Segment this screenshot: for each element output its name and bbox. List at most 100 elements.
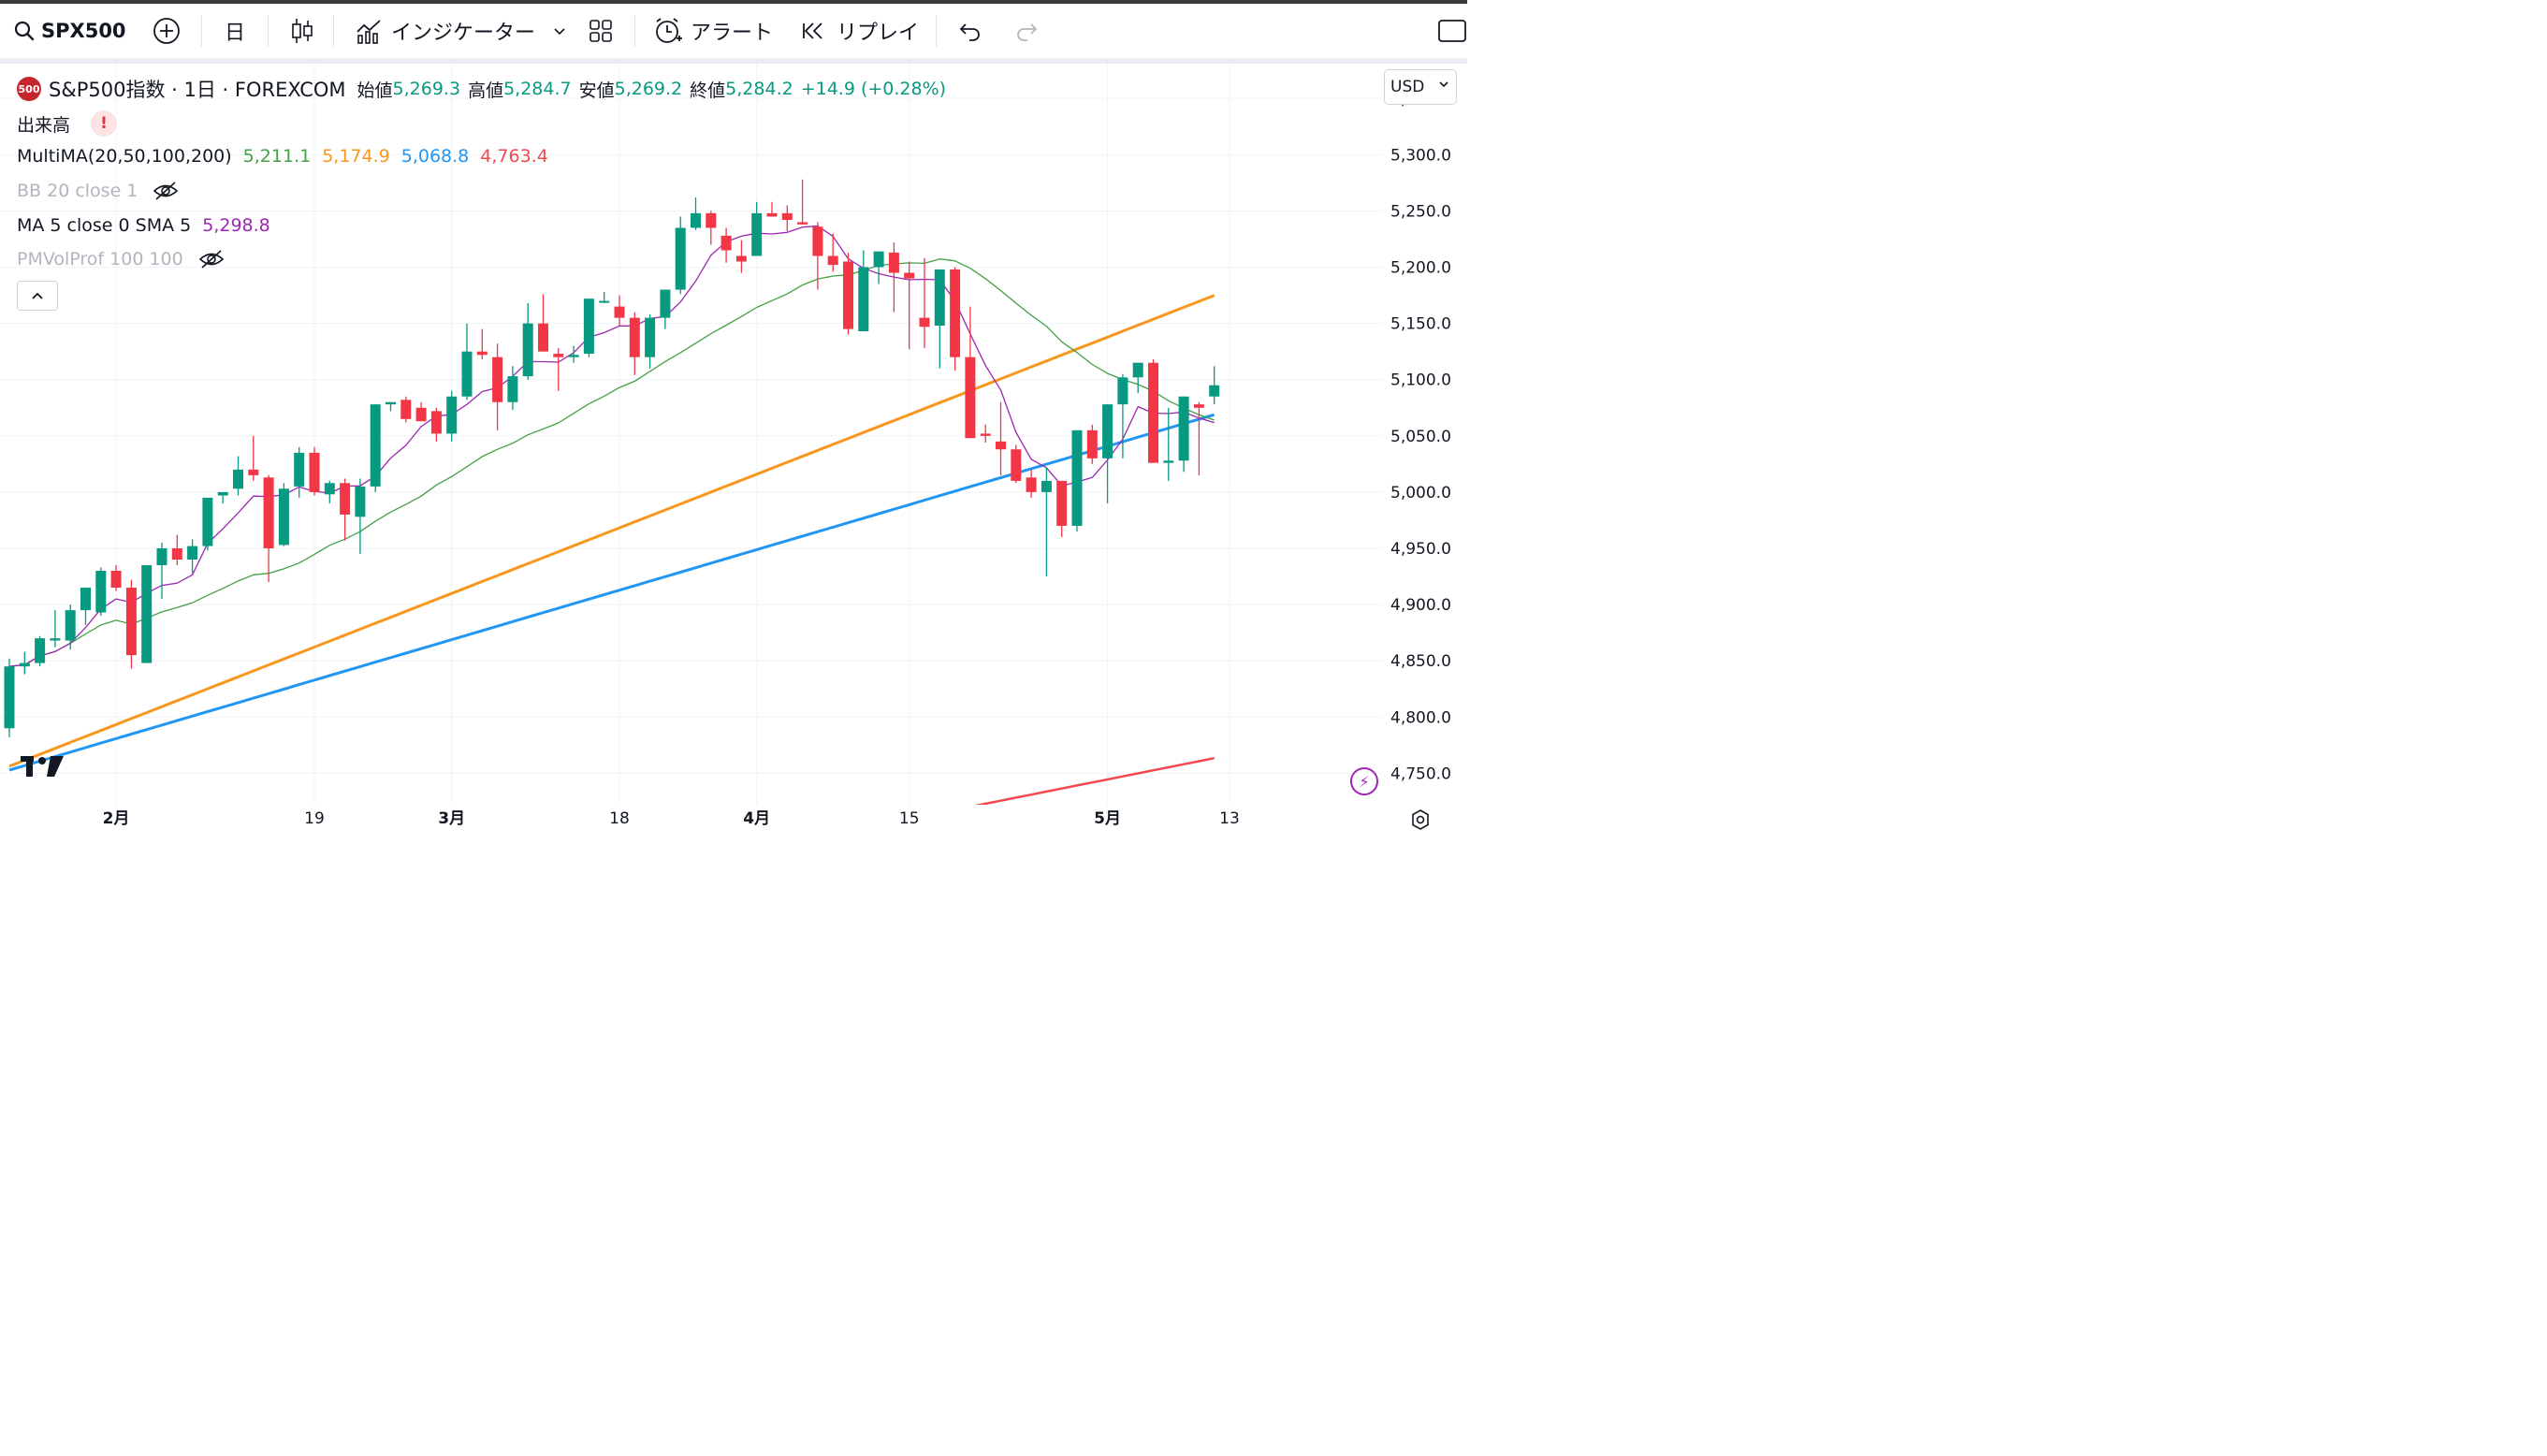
candle-body [583,298,594,355]
symbol-badge: 500 [17,77,41,101]
indicators-dropdown[interactable] [552,4,567,58]
candle-body [187,546,198,561]
candle-body [4,666,15,729]
undo-button[interactable] [958,4,982,58]
candle-body [430,411,442,434]
toolbar-separator [333,15,334,47]
compare-button[interactable] [152,4,182,58]
redo-button[interactable] [1014,4,1039,58]
ma5-legend[interactable]: MA 5 close 0 SMA 5 5,298.8 [17,215,278,236]
candle-body [202,497,213,546]
ma200-line [974,756,1215,805]
high-value: 5,284.7 [503,79,572,99]
open-value: 5,269.3 [392,79,461,99]
undo-icon [959,23,980,41]
time-tick-label: 18 [609,809,630,828]
candle-body [797,222,808,225]
time-tick-label: 13 [1219,809,1240,828]
bb-legend[interactable]: BB 20 close 1 [17,181,179,201]
indicators-label: インジケーター [391,22,536,45]
tradingview-logo-icon [21,756,64,777]
candlestick-icon [292,19,313,43]
time-tick-label: 15 [899,809,920,828]
time-tick-label: 3月 [438,809,465,828]
alert-label: アラート [691,22,774,45]
symbol-label: SPX500 [41,20,126,42]
price-tick-label: 4,950.0 [1390,540,1451,559]
plot-area [4,179,1220,805]
price-tick-label: 5,000.0 [1390,484,1451,502]
price-chart[interactable]: 4,750.0 4,800.0 4,850.0 4,900.0 4,950.0 5,000… [0,64,1467,838]
candle-body [599,300,610,303]
warning-icon[interactable]: ! [91,110,118,137]
time-tick-label: 2月 [103,809,130,828]
replay-button[interactable]: リプレイ [801,4,919,58]
candle-body [614,306,625,318]
candle-body [996,441,1006,450]
tradingview-logo[interactable] [21,754,65,782]
settings-gear-icon[interactable] [1409,808,1432,835]
collapse-legend-button[interactable] [17,281,58,311]
candle-body [217,491,228,496]
plus-circle-icon [153,18,180,44]
indicators-button[interactable]: インジケーター [356,4,535,58]
pmvolprof-label: PMVolProf 100 100 [17,249,183,269]
multima-label: MultiMA(20,50,100,200) [17,146,232,167]
symbol-search[interactable]: SPX500 [13,4,126,58]
candle-body [278,488,289,546]
candle-body [950,269,961,357]
candle-body [156,547,167,566]
candle-body [294,452,305,487]
volume-legend[interactable]: 出来高 ! [17,110,118,137]
layouts-button[interactable] [588,4,614,58]
lightning-icon[interactable]: ⚡ [1350,767,1378,795]
price-tick-label: 5,300.0 [1390,146,1451,165]
candle-body [125,588,137,656]
interval-button[interactable]: 日 [225,4,245,58]
candle-body [781,212,793,221]
candle-body [735,255,747,262]
interval-label: 日 [225,22,246,45]
eye-hidden-icon[interactable] [153,181,179,201]
low-value: 5,269.2 [614,79,683,99]
price-tick-label: 5,050.0 [1390,428,1451,446]
candle-body [706,212,717,228]
candle-body [568,355,579,357]
fullscreen-button[interactable] [1437,4,1467,58]
candle-body [50,638,61,641]
chart-type-button[interactable] [290,4,314,58]
alert-button[interactable]: アラート [653,4,773,58]
price-tick-label: 4,800.0 [1390,708,1451,727]
candle-body [95,571,107,613]
open-label: 始値 [357,80,393,101]
candle-body [446,396,458,434]
ma200-value: 4,763.4 [480,146,548,167]
price-tick-label: 4,750.0 [1390,764,1451,783]
candle-body [263,477,274,548]
candle-body [1163,460,1174,463]
candle-body [660,289,671,318]
bb-label: BB 20 close 1 [17,181,138,201]
candle-body [1178,396,1189,461]
search-icon [14,21,35,41]
candle-body [919,317,930,328]
candle-body [1117,377,1128,405]
candle-body [675,227,686,290]
toolbar-separator [201,15,202,47]
chart-pane[interactable]: 4,750.0 4,800.0 4,850.0 4,900.0 4,950.0 5,000… [0,58,1467,838]
candle-body [888,252,899,273]
candle-body [1056,480,1068,526]
price-tick-label: 5,100.0 [1390,371,1451,390]
candle-body [522,323,533,377]
chevron-down-icon [554,28,565,36]
multima-legend[interactable]: MultiMA(20,50,100,200) 5,211.1 5,174.9 5… [17,146,556,167]
candle-body [827,255,838,266]
replay-label: リプレイ [837,22,920,45]
eye-hidden-icon[interactable] [198,249,225,269]
candle-body [843,261,853,329]
candle-body [751,212,763,256]
pmvolprof-legend[interactable]: PMVolProf 100 100 [17,249,225,269]
candle-body [965,357,976,439]
currency-select[interactable]: USD [1384,69,1457,105]
toolbar-separator [634,15,635,47]
